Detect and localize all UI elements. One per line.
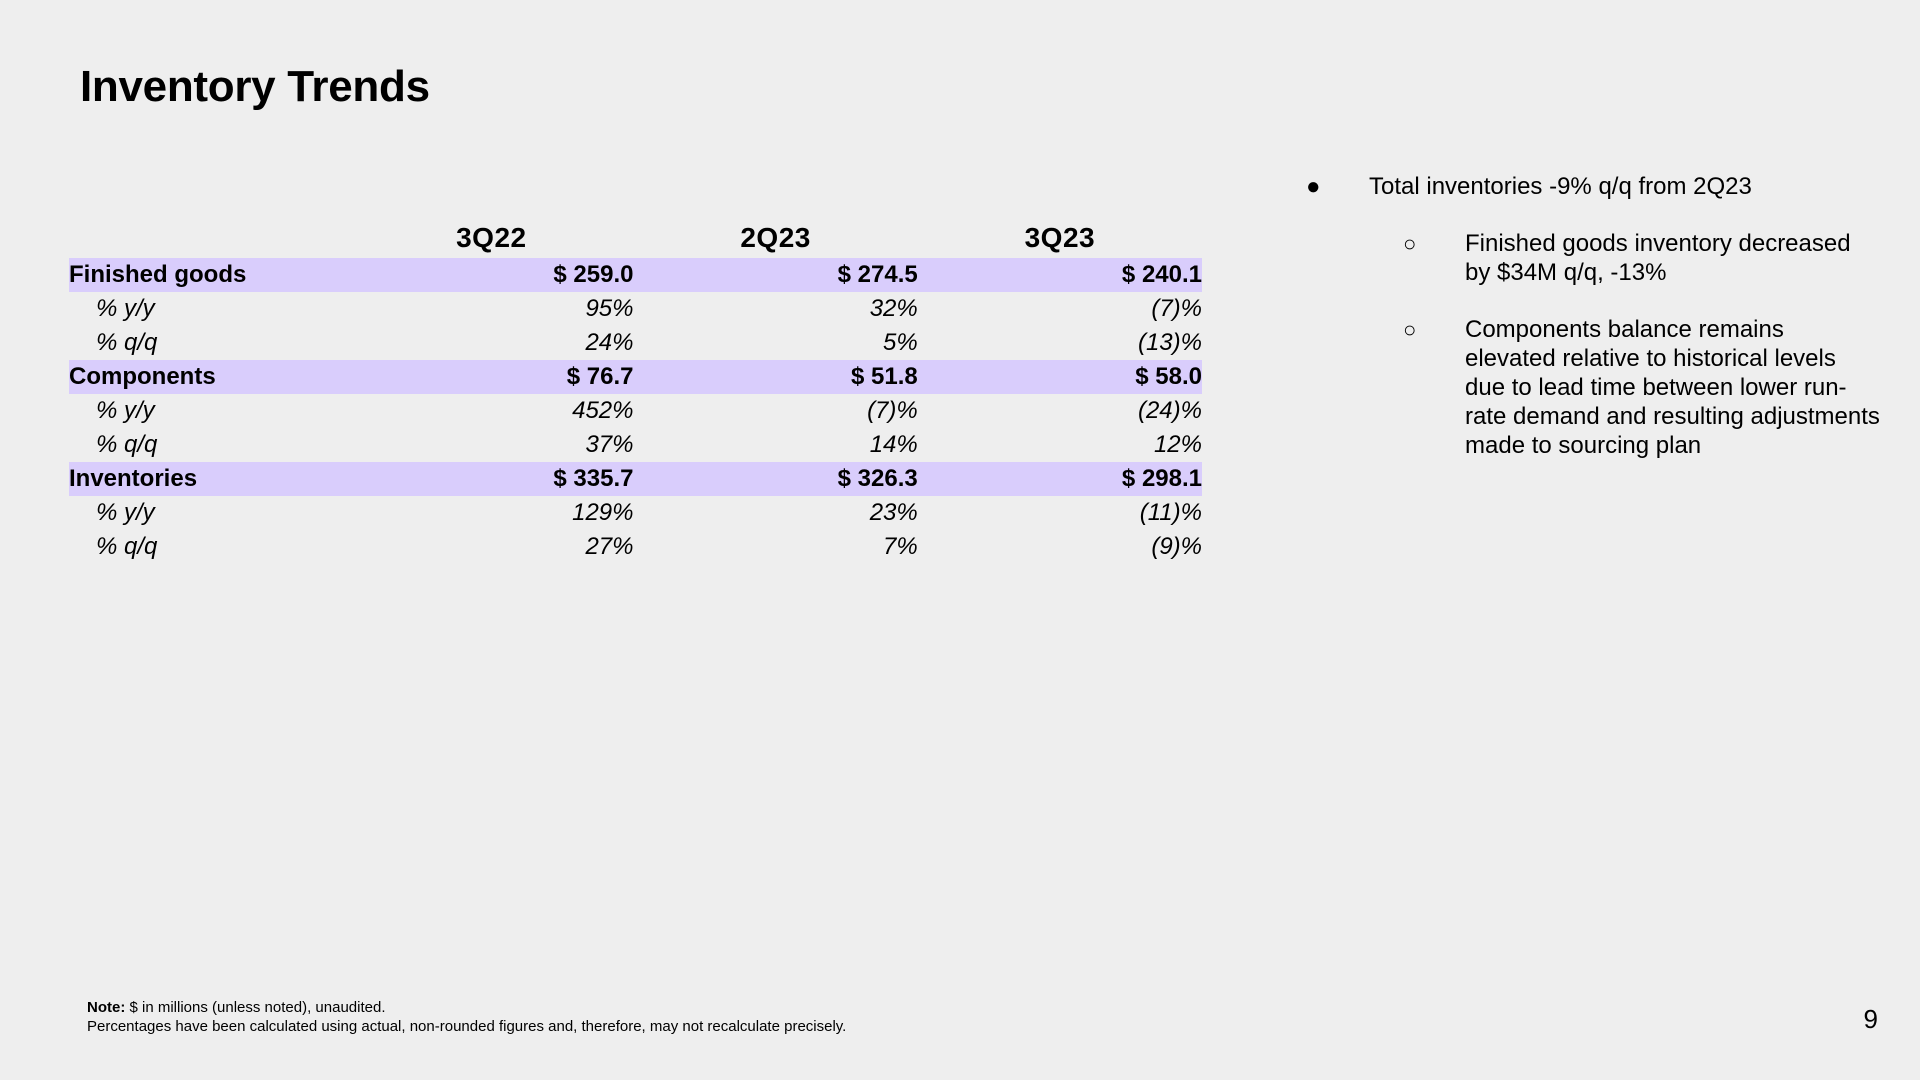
cell-value: (11)%: [1139, 499, 1202, 526]
cell-value: (24)%: [1137, 397, 1202, 424]
bullet-item-main: ● Total inventories -9% q/q from 2Q23: [1300, 172, 1880, 201]
row-label: Components: [69, 360, 350, 394]
cell-value: 32%: [869, 295, 918, 322]
cell-value: 5%: [883, 329, 918, 356]
filled-bullet-icon: ●: [1306, 173, 1321, 200]
cell-value: $ 326.3: [633, 462, 918, 496]
cell-value: 24%: [585, 329, 634, 356]
commentary-bullets: ● Total inventories -9% q/q from 2Q23 ○ …: [1300, 172, 1880, 460]
footnote-line-1: Note: $ in millions (unless noted), unau…: [87, 998, 846, 1017]
table-row-inventories-yy: % y/y 129% 23% (11)%: [69, 496, 1202, 530]
sub-bullet-text: Components balance remains elevated rela…: [1465, 316, 1880, 459]
cell-value: 12%: [1153, 431, 1202, 458]
cell-value: $ 298.1: [917, 462, 1202, 496]
cell-value: $ 335.7: [349, 462, 634, 496]
cell-value: 129%: [572, 499, 634, 526]
cell-value: (7)%: [867, 397, 918, 424]
cell-value: $ 274.5: [633, 258, 918, 292]
table-row-components-yy: % y/y 452% (7)% (24)%: [69, 394, 1202, 428]
table-row-finished-goods: Finished goods $ 259.0 $ 274.5 $ 240.1: [69, 258, 1202, 292]
page-title: Inventory Trends: [80, 62, 430, 111]
sub-bullet-item: ○ Finished goods inventory decreased by …: [1300, 229, 1880, 287]
bullet-text: Total inventories -9% q/q from 2Q23: [1369, 173, 1752, 200]
cell-value: $ 58.0: [917, 360, 1202, 394]
table-header-row: 3Q22 2Q23 3Q23: [69, 210, 1202, 258]
row-label: % q/q: [96, 533, 158, 560]
cell-value: 14%: [869, 431, 918, 458]
cell-value: 7%: [883, 533, 918, 560]
inventory-table-container: 3Q22 2Q23 3Q23 Finished goods $ 259.0 $ …: [69, 210, 1202, 564]
row-label: Inventories: [69, 462, 350, 496]
column-header-2q23: 2Q23: [740, 222, 811, 253]
hollow-bullet-icon: ○: [1403, 231, 1417, 256]
footnote: Note: $ in millions (unless noted), unau…: [87, 998, 846, 1036]
footnote-line-2: Percentages have been calculated using a…: [87, 1018, 847, 1035]
row-label: Finished goods: [69, 258, 350, 292]
table-header-empty: [69, 210, 349, 258]
row-label: % y/y: [96, 499, 155, 526]
column-header-3q22: 3Q22: [456, 222, 527, 253]
cell-value: $ 51.8: [633, 360, 918, 394]
hollow-bullet-icon: ○: [1403, 317, 1417, 342]
table-row-components-qq: % q/q 37% 14% 12%: [69, 428, 1202, 462]
table-row-finished-goods-yy: % y/y 95% 32% (7)%: [69, 292, 1202, 326]
sub-bullet-text: Finished goods inventory decreased by $3…: [1465, 230, 1851, 286]
column-header-3q23: 3Q23: [1024, 222, 1096, 253]
row-label: % y/y: [96, 397, 155, 424]
row-label: % y/y: [96, 295, 155, 322]
inventory-table: 3Q22 2Q23 3Q23 Finished goods $ 259.0 $ …: [69, 210, 1202, 564]
footnote-text: $ in millions (unless noted), unaudited.: [129, 999, 386, 1016]
cell-value: (13)%: [1137, 329, 1202, 356]
table-row-finished-goods-qq: % q/q 24% 5% (13)%: [69, 326, 1202, 360]
cell-value: 23%: [869, 499, 918, 526]
table-row-inventories: Inventories $ 335.7 $ 326.3 $ 298.1: [69, 462, 1202, 496]
cell-value: (7)%: [1151, 295, 1202, 322]
cell-value: $ 259.0: [349, 258, 634, 292]
cell-value: $ 240.1: [917, 258, 1202, 292]
table-row-inventories-qq: % q/q 27% 7% (9)%: [69, 530, 1202, 564]
page-number: 9: [1863, 1004, 1878, 1034]
footnote-label: Note:: [87, 999, 126, 1016]
cell-value: 452%: [572, 397, 634, 424]
cell-value: 95%: [585, 295, 634, 322]
table-row-components: Components $ 76.7 $ 51.8 $ 58.0: [69, 360, 1202, 394]
cell-value: $ 76.7: [349, 360, 634, 394]
cell-value: (9)%: [1151, 533, 1202, 560]
cell-value: 27%: [585, 533, 634, 560]
row-label: % q/q: [96, 329, 158, 356]
cell-value: 37%: [585, 431, 634, 458]
row-label: % q/q: [96, 431, 158, 458]
sub-bullet-item: ○ Components balance remains elevated re…: [1300, 315, 1880, 460]
